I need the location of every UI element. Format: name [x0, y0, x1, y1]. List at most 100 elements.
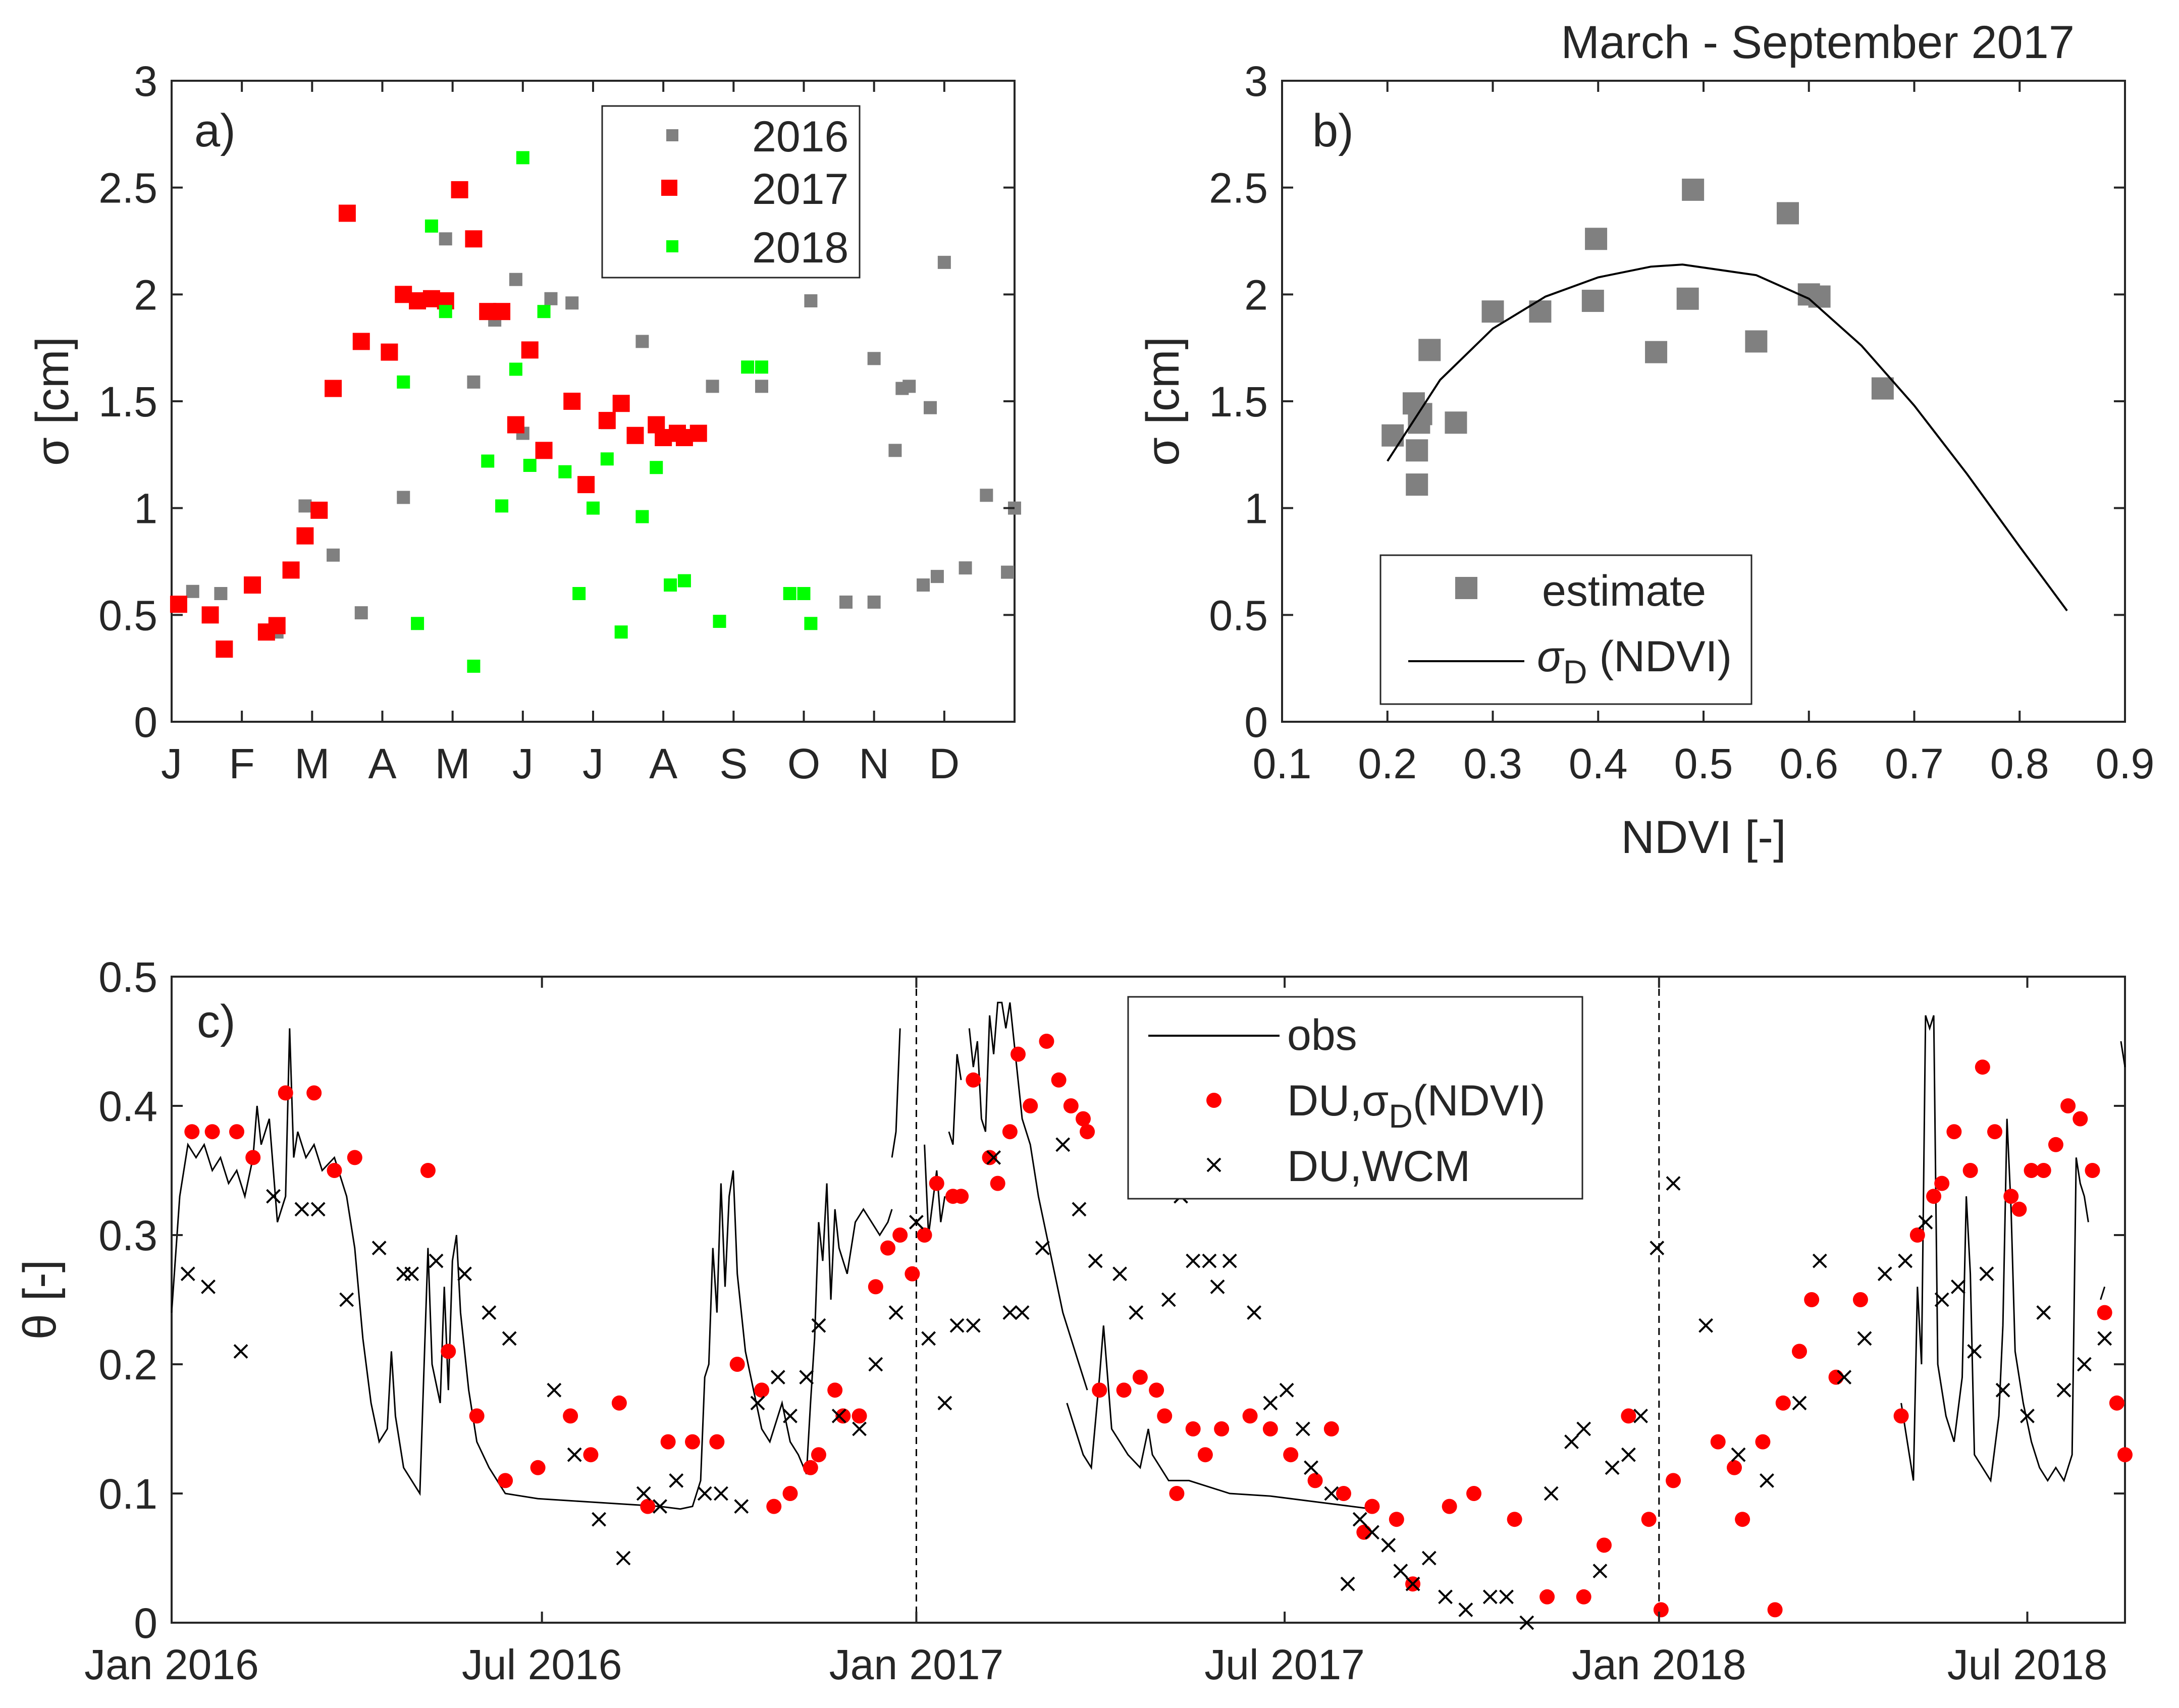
panel-c-ytick-label: 0.1 — [98, 1470, 157, 1518]
point-du-sigma — [1242, 1408, 1258, 1424]
panel-c-data-marks — [180, 1034, 2133, 1630]
point-du-wcm — [180, 1266, 195, 1282]
point-du-sigma — [2085, 1163, 2100, 1178]
obs-line-segment — [948, 1054, 962, 1145]
panel-a-xtick-label: F — [229, 740, 255, 787]
point-du-sigma — [1116, 1382, 1132, 1398]
panel-a-xtick-label: A — [649, 740, 677, 787]
point-2016 — [706, 380, 719, 393]
point-du-wcm — [371, 1241, 387, 1256]
point-du-sigma — [2072, 1111, 2088, 1127]
point-du-sigma — [1767, 1602, 1783, 1618]
point-du-wcm — [888, 1305, 904, 1320]
panel-b-ytick-label: 0 — [1244, 699, 1268, 746]
panel-b-data-marks — [1381, 178, 2068, 612]
point-du-sigma — [420, 1163, 436, 1178]
point-2018 — [439, 305, 452, 318]
point-2018 — [650, 461, 663, 474]
point-du-wcm — [1340, 1576, 1355, 1591]
point-du-wcm — [921, 1331, 936, 1346]
point-du-sigma — [2109, 1395, 2124, 1411]
point-2017 — [296, 527, 314, 545]
point-du-wcm — [1605, 1460, 1620, 1475]
panel-a-ytick-label: 2 — [134, 271, 157, 318]
point-du-wcm — [482, 1305, 497, 1320]
point-du-wcm — [636, 1486, 651, 1501]
panel-b-ytick-label: 2 — [1244, 271, 1268, 318]
legend-du-wcm-marker — [1206, 1157, 1221, 1172]
panel-a-ytick-label: 0 — [134, 699, 157, 746]
point-du-sigma — [583, 1447, 599, 1463]
point-du-wcm — [986, 1150, 1001, 1165]
point-du-sigma — [2024, 1163, 2039, 1178]
point-du-sigma — [1909, 1227, 1925, 1243]
point-du-sigma — [1987, 1124, 2002, 1140]
panel-a-xtick-label: J — [161, 740, 182, 787]
point-du-sigma — [1466, 1486, 1481, 1501]
legend-du-sigma-pre: DU,σ — [1287, 1077, 1389, 1125]
legend-2016-label: 2016 — [752, 113, 848, 161]
point-du-wcm — [1519, 1615, 1534, 1630]
panel-a-xtick-label: J — [512, 740, 534, 787]
panel-c-ytick-label: 0.5 — [98, 953, 157, 1001]
point-du-wcm — [714, 1486, 728, 1501]
panel-a-xtick-label: D — [929, 740, 960, 787]
panel-a-ytick-label: 1 — [134, 485, 157, 532]
point-du-wcm — [1760, 1473, 1774, 1488]
point-du-wcm — [1055, 1137, 1071, 1152]
point-du-sigma — [1197, 1447, 1213, 1463]
point-du-wcm — [502, 1331, 517, 1346]
panel-a-xtick-label: A — [368, 740, 396, 787]
point-du-sigma — [1063, 1098, 1079, 1113]
panel-b-xtick-label: 0.2 — [1358, 740, 1417, 787]
point-du-sigma — [1132, 1369, 1148, 1385]
point-du-sigma — [1775, 1395, 1791, 1411]
panel-a-xtick-label: J — [582, 740, 604, 787]
point-du-wcm — [1421, 1551, 1437, 1566]
panel-c-xtick-label: Jan 2016 — [84, 1641, 259, 1688]
point-2016 — [544, 292, 558, 305]
panel-a-axes-frame — [171, 80, 1016, 723]
point-du-sigma — [1893, 1408, 1909, 1424]
point-du-sigma — [1356, 1524, 1372, 1540]
panel-c-ytick-label: 0.2 — [98, 1341, 157, 1389]
point-du-wcm — [1035, 1241, 1050, 1256]
point-du-wcm — [339, 1292, 354, 1307]
point-2018 — [523, 459, 537, 472]
point-estimate — [1581, 290, 1604, 312]
point-2018 — [411, 617, 424, 630]
legend-2016-marker — [666, 129, 678, 141]
panel-b-ylabel: σ [cm] — [1137, 337, 1189, 466]
point-du-sigma — [2048, 1137, 2063, 1152]
point-2017 — [507, 416, 524, 434]
point-estimate — [1381, 424, 1404, 447]
point-du-wcm — [1393, 1564, 1408, 1579]
point-du-wcm — [653, 1499, 667, 1514]
point-2017 — [451, 181, 468, 198]
point-estimate — [1808, 285, 1831, 308]
point-du-sigma — [905, 1266, 920, 1282]
point-estimate — [1645, 341, 1668, 363]
point-du-sigma — [2011, 1201, 2027, 1217]
point-du-sigma — [347, 1150, 362, 1165]
panel-a-ytick-label: 2.5 — [98, 165, 157, 212]
panel-c: 0 0.1 0.2 0.3 0.4 0.5 Jan 2016 Jul 2016 Jan 2017… — [14, 953, 2133, 1688]
panel-c-year-separators — [915, 977, 1660, 1623]
point-2018 — [397, 375, 410, 389]
legend-estimate-label: estimate — [1542, 567, 1706, 615]
point-du-wcm — [1633, 1408, 1648, 1423]
panel-c-obs-lines — [171, 1001, 2126, 1510]
point-2017 — [535, 442, 553, 459]
point-du-sigma — [469, 1408, 485, 1424]
panel-b-ytick-label: 0.5 — [1209, 592, 1268, 639]
legend-sigma-rest: (NDVI) — [1587, 632, 1732, 681]
point-du-sigma — [803, 1460, 818, 1475]
panel-b-xtick-label: 0.6 — [1779, 740, 1838, 787]
point-du-sigma — [1214, 1421, 1230, 1436]
point-du-sigma — [709, 1434, 725, 1450]
point-du-wcm — [1161, 1292, 1176, 1307]
point-estimate — [1585, 228, 1608, 250]
legend-estimate-marker — [1455, 577, 1477, 599]
point-du-sigma — [530, 1460, 546, 1475]
point-du-sigma — [953, 1189, 969, 1204]
